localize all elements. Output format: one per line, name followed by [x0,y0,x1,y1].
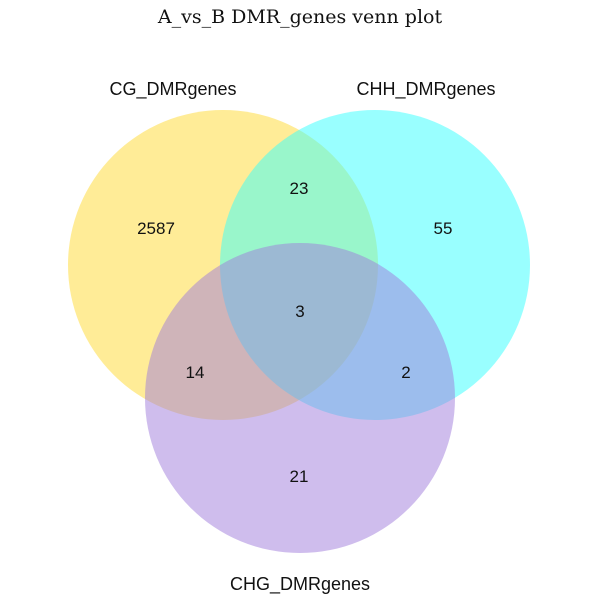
count-cg-chh: 23 [290,179,309,198]
count-chg-only: 21 [290,467,309,486]
chh-set-label: CHH_DMRgenes [356,79,495,100]
plot-title: A_vs_B DMR_genes venn plot [157,6,443,28]
count-cg-only: 2587 [137,219,175,238]
count-cg-chg: 14 [186,363,205,382]
cg-set-label: CG_DMRgenes [109,79,236,100]
count-chh-only: 55 [434,219,453,238]
chg-set-label: CHG_DMRgenes [230,574,370,595]
chg-set-circle [145,243,455,553]
count-all-three: 3 [295,302,304,321]
count-chh-chg: 2 [401,363,410,382]
